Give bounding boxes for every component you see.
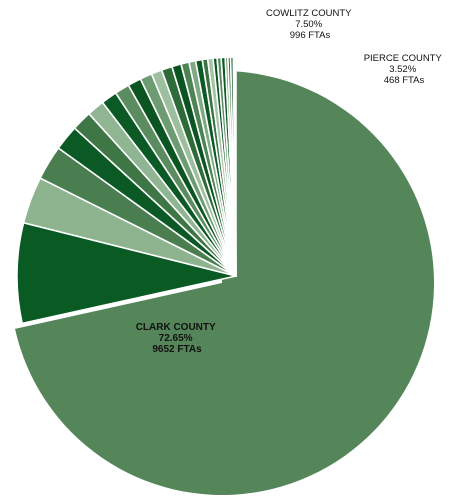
pie-slice-26 [233, 56, 237, 277]
slice-label-cowlitz: COWLITZ COUNTY 7.50% 996 FTAs [266, 8, 354, 41]
pie-slices [15, 56, 435, 495]
slice-label-clark: CLARK COUNTY 72.65% 9652 FTAs [136, 322, 219, 355]
pie-slice-clark-county [15, 71, 435, 495]
pie-labels: CLARK COUNTY 72.65% 9652 FTAs COWLITZ CO… [136, 8, 445, 355]
slice-label-pierce: PIERCE COUNTY 3.52% 468 FTAs [364, 53, 445, 86]
pie-slice-cowlitz-county [16, 221, 237, 325]
